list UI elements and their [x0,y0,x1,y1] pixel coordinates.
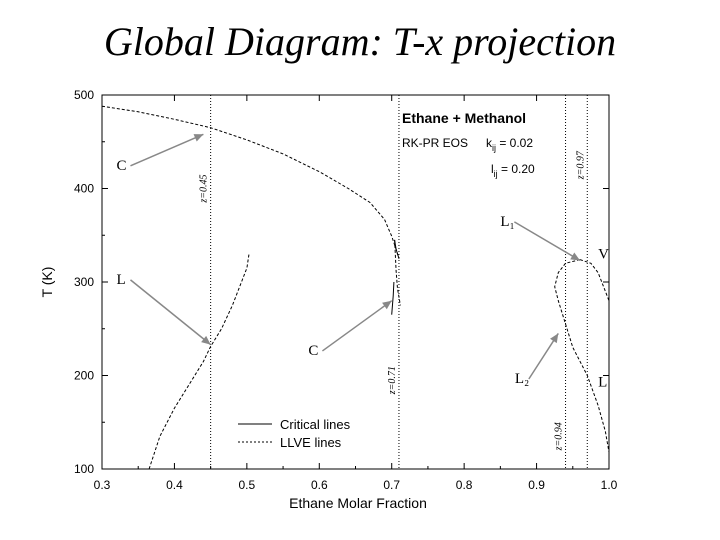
y-tick-label: 100 [74,462,94,476]
annotation-label: C [116,158,126,174]
y-axis-label: T (K) [39,267,55,298]
annotation-label: L₁ [500,214,514,230]
annotation-label: L [116,272,125,288]
annotation-arrowhead [201,335,211,345]
y-tick-label: 300 [74,275,94,289]
legend-label-llve: LLVE lines [280,435,342,450]
x-tick-label: 0.9 [528,478,545,492]
annotation-label: L [598,375,607,391]
annotation-arrow [528,333,559,380]
annotation-label: C [308,343,318,359]
plot-frame [101,94,610,470]
x-tick-label: 0.5 [239,478,256,492]
composition-label: z=0.71 [387,366,398,395]
annotation-arrowhead [382,300,392,310]
annotation-arrow [130,133,204,167]
legend: Critical lines LLVE lines [238,417,351,450]
annotation-arrow [513,221,581,262]
kij-param: kij = 0.02 [486,136,533,153]
annotation-label: V [598,247,609,263]
annotation-arrow [130,279,212,346]
lij-param: lij = 0.20 [491,162,535,179]
x-tick-label: 0.4 [166,478,183,492]
annotation-arrow [321,300,393,352]
legend-label-critical: Critical lines [280,417,351,432]
llve-line [579,259,610,301]
chart-title: Ethane + Methanol [402,110,526,126]
y-tick-label: 500 [74,88,94,102]
x-axis-label: Ethane Molar Fraction [289,495,427,511]
y-tick-label: 400 [74,182,94,196]
eos-label: RK-PR EOS [402,136,468,150]
annotation-arrowhead [193,134,204,142]
composition-label: z=0.97 [575,150,586,180]
annotation-label: L₂ [515,371,529,387]
x-tick-label: 0.6 [311,478,328,492]
annotation-arrowhead [550,333,559,344]
llve-line [394,239,401,306]
slide-title: Global Diagram: T-x projection [103,19,617,64]
x-tick-label: 1.0 [601,478,618,492]
llve-line [148,253,250,470]
y-tick-label: 200 [74,369,94,383]
x-tick-label: 0.3 [94,478,111,492]
composition-label: z=0.94 [554,422,565,451]
composition-label: z=0.45 [199,174,210,203]
llve-line [101,105,400,259]
x-tick-label: 0.8 [456,478,473,492]
x-tick-label: 0.7 [383,478,400,492]
critical-line [391,281,395,315]
llve-line [554,259,610,453]
annotation-arrowhead [570,252,581,261]
